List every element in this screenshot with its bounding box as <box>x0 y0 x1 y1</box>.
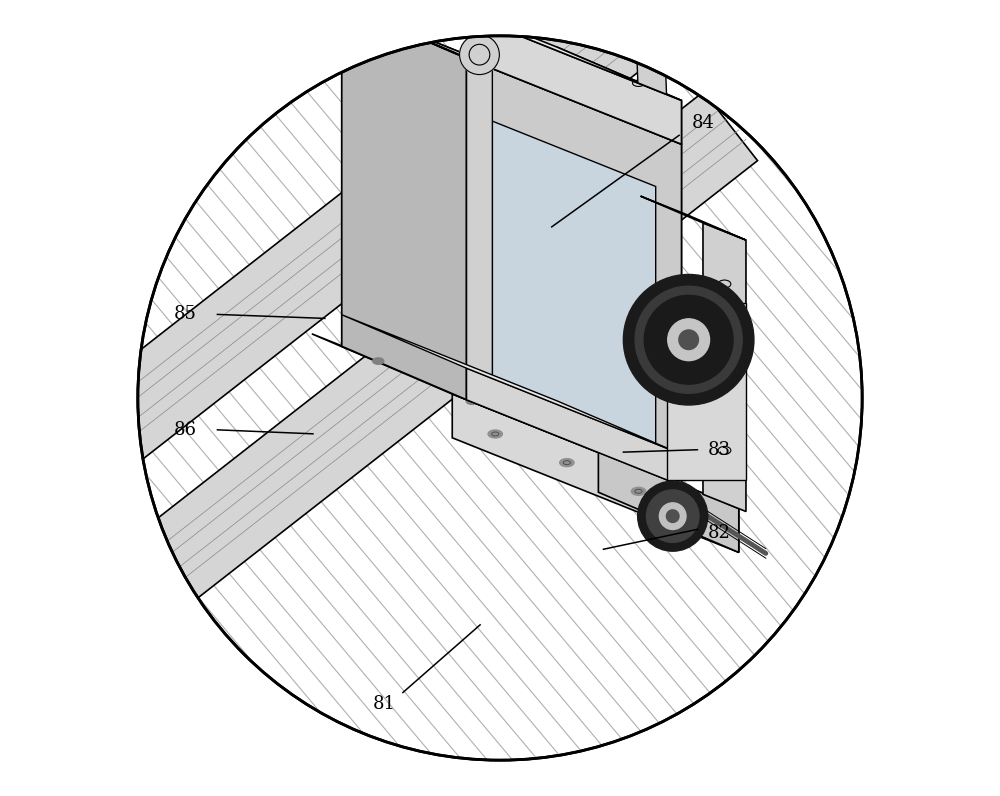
Polygon shape <box>467 369 681 486</box>
Circle shape <box>460 35 499 75</box>
Circle shape <box>668 319 710 361</box>
Polygon shape <box>634 0 667 94</box>
Polygon shape <box>598 448 739 552</box>
Polygon shape <box>703 223 746 512</box>
Ellipse shape <box>580 441 592 447</box>
Polygon shape <box>342 5 681 144</box>
Text: 86: 86 <box>174 421 197 439</box>
Polygon shape <box>342 314 681 455</box>
Polygon shape <box>342 0 681 100</box>
Circle shape <box>635 287 742 393</box>
Text: 82: 82 <box>707 525 730 542</box>
Polygon shape <box>467 58 681 486</box>
Text: 85: 85 <box>174 306 197 323</box>
Polygon shape <box>492 121 656 444</box>
Polygon shape <box>491 0 523 37</box>
Ellipse shape <box>466 398 477 404</box>
Polygon shape <box>641 196 746 240</box>
Polygon shape <box>342 5 557 432</box>
Polygon shape <box>557 47 681 144</box>
Polygon shape <box>467 58 492 410</box>
Ellipse shape <box>373 358 384 365</box>
Circle shape <box>679 330 698 349</box>
Polygon shape <box>342 5 467 400</box>
Ellipse shape <box>488 430 502 438</box>
Ellipse shape <box>696 513 710 521</box>
Text: 84: 84 <box>692 115 714 132</box>
Polygon shape <box>452 394 739 552</box>
FancyBboxPatch shape <box>667 302 746 480</box>
Circle shape <box>646 490 699 542</box>
Circle shape <box>666 510 679 522</box>
Polygon shape <box>342 5 492 68</box>
Polygon shape <box>467 14 681 144</box>
Polygon shape <box>489 0 659 10</box>
Circle shape <box>659 503 686 529</box>
Text: 83: 83 <box>707 441 730 458</box>
Circle shape <box>638 481 708 551</box>
Polygon shape <box>20 0 669 513</box>
Ellipse shape <box>631 487 646 495</box>
Polygon shape <box>557 91 681 486</box>
Text: 81: 81 <box>373 696 396 713</box>
Ellipse shape <box>674 481 685 487</box>
Polygon shape <box>108 92 758 626</box>
Ellipse shape <box>560 458 574 466</box>
Circle shape <box>644 295 733 384</box>
Circle shape <box>623 275 754 405</box>
Polygon shape <box>312 334 739 509</box>
